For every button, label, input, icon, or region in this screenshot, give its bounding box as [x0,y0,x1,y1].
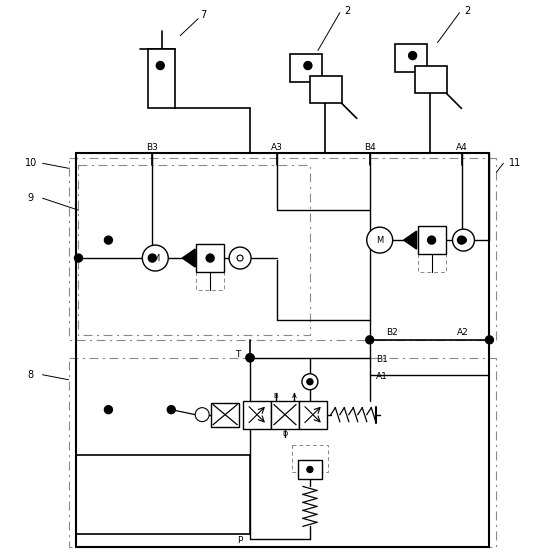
Text: A2: A2 [457,328,469,337]
Text: A3: A3 [271,143,283,152]
Circle shape [428,236,436,244]
Text: A: A [292,393,296,399]
Text: A4: A4 [456,143,468,152]
Circle shape [237,255,243,261]
Bar [298,460,322,479]
Text: B3: B3 [146,143,158,152]
Bar [243,401,271,429]
Circle shape [104,406,112,414]
Text: 10: 10 [25,158,37,168]
Bar [417,226,445,254]
Text: 11: 11 [509,158,521,168]
Text: M: M [152,253,159,263]
Bar [417,254,445,272]
Circle shape [485,336,493,344]
Circle shape [307,379,313,385]
Circle shape [409,51,416,60]
Text: B2: B2 [386,328,398,337]
Bar [68,358,497,547]
Circle shape [157,61,164,70]
Bar [271,401,299,429]
Bar [211,403,239,426]
Circle shape [143,245,168,271]
Text: 2: 2 [464,6,471,15]
Bar [290,54,322,81]
Circle shape [367,227,393,253]
Bar [292,445,328,472]
Circle shape [366,336,374,344]
Bar [68,158,497,340]
Circle shape [302,374,318,390]
Bar [148,49,175,108]
Circle shape [457,236,465,244]
Text: B4: B4 [364,143,376,152]
Text: B: B [274,393,278,399]
Circle shape [229,247,251,269]
Bar [75,455,250,534]
Circle shape [167,406,175,414]
Text: T: T [235,350,240,359]
Polygon shape [404,231,416,249]
Text: B1: B1 [376,355,388,364]
Circle shape [461,237,466,243]
Bar [79,165,310,335]
Text: 7: 7 [200,10,206,20]
Bar [395,44,427,71]
Text: P: P [237,536,242,545]
Bar [415,66,447,93]
Text: 2: 2 [345,6,351,15]
Circle shape [195,408,209,421]
Text: M: M [376,236,384,244]
Text: D: D [282,431,288,436]
Text: 9: 9 [27,193,34,203]
Bar [310,76,342,103]
Text: 8: 8 [27,370,34,380]
Circle shape [74,254,82,262]
Circle shape [206,254,214,262]
Circle shape [246,354,254,362]
Circle shape [307,467,313,472]
Circle shape [104,236,112,244]
Bar [196,244,224,272]
Bar [196,272,224,290]
Bar [299,401,327,429]
Circle shape [452,229,475,251]
Polygon shape [182,249,195,267]
Circle shape [246,354,254,362]
Text: A1: A1 [376,372,388,381]
Circle shape [148,254,157,262]
Circle shape [304,61,312,70]
